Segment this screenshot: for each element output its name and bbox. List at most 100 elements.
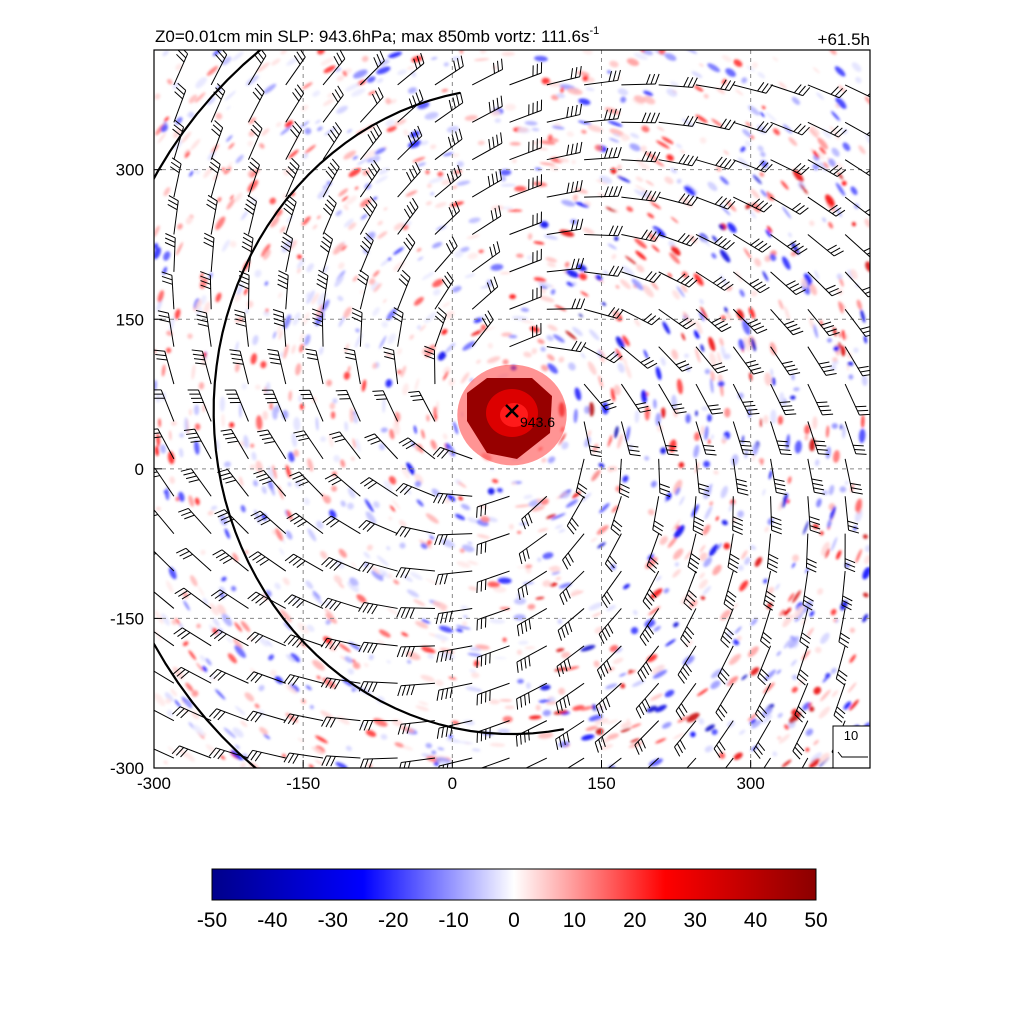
vorticity-cell	[206, 96, 216, 105]
vorticity-cell	[303, 497, 310, 506]
wind-barb	[476, 682, 510, 706]
vorticity-cell	[161, 613, 170, 626]
vorticity-cell	[833, 345, 840, 352]
wind-barb	[283, 752, 324, 764]
vorticity-cell	[847, 682, 857, 693]
vorticity-cell	[194, 92, 206, 103]
vorticity-cell	[376, 66, 391, 75]
vorticity-cell	[679, 496, 685, 506]
vorticity-cell	[331, 485, 338, 492]
vorticity-cell	[580, 644, 596, 652]
vorticity-cell	[763, 578, 768, 584]
vorticity-cell	[782, 610, 789, 616]
vorticity-cell	[814, 646, 822, 654]
forecast-hour-label: +61.5h	[818, 30, 870, 49]
vorticity-cell	[285, 530, 293, 540]
vorticity-cell	[764, 669, 776, 681]
vorticity-cell	[558, 157, 570, 163]
vorticity-cell	[436, 401, 439, 415]
vorticity-cell	[782, 256, 791, 270]
vorticity-cell	[269, 216, 280, 228]
vorticity-cell	[664, 53, 677, 61]
vorticity-cell	[721, 519, 728, 526]
vorticity-cell	[286, 654, 295, 663]
vorticity-cell	[349, 577, 359, 587]
vorticity-cell	[394, 119, 407, 126]
vorticity-cell	[558, 432, 566, 446]
vorticity-cell	[386, 607, 399, 616]
vorticity-cell	[451, 185, 458, 189]
vorticity-cell	[620, 96, 627, 103]
wind-barb	[695, 308, 732, 333]
vorticity-cell	[668, 240, 676, 248]
wind-barb	[583, 421, 602, 458]
vorticity-cell	[426, 183, 432, 189]
vorticity-cell	[462, 621, 468, 626]
vorticity-cell	[293, 449, 299, 457]
vorticity-cell	[557, 619, 563, 625]
vorticity-cell	[626, 58, 639, 66]
vorticity-cell	[518, 640, 529, 645]
vorticity-cell	[708, 438, 711, 445]
vorticity-cell	[361, 379, 367, 392]
wind-barb	[247, 157, 260, 198]
vorticity-cell	[551, 125, 565, 130]
vorticity-cell	[816, 92, 824, 100]
wind-barb	[807, 159, 847, 177]
vorticity-cell	[194, 404, 200, 416]
vorticity-cell	[652, 669, 668, 679]
vorticity-cell	[589, 329, 600, 341]
wind-barb	[546, 257, 585, 273]
vorticity-cell	[188, 408, 192, 416]
vorticity-cell	[220, 755, 226, 760]
wind-barb	[639, 608, 660, 646]
wind-barb	[434, 55, 464, 86]
wind-barb	[395, 482, 436, 497]
vorticity-cell	[304, 127, 312, 135]
wind-barb	[841, 571, 853, 611]
vorticity-cell	[184, 151, 190, 158]
vorticity-cell	[664, 176, 674, 185]
vorticity-cell	[370, 565, 381, 575]
vorticity-cell	[693, 329, 700, 339]
vorticity-cell	[387, 257, 392, 261]
vorticity-cell	[634, 238, 647, 249]
wind-barb	[584, 225, 623, 237]
vorticity-cell	[670, 168, 678, 174]
vorticity-cell	[363, 662, 369, 668]
vorticity-cell	[711, 118, 723, 128]
vorticity-cell	[239, 402, 242, 418]
vorticity-cell	[490, 263, 504, 271]
vorticity-cell	[445, 738, 461, 743]
vorticity-cell	[822, 217, 827, 223]
vorticity-cell	[431, 241, 443, 249]
vorticity-cell	[633, 609, 638, 616]
wind-barb	[620, 383, 651, 413]
vorticity-cell	[741, 77, 748, 84]
vorticity-cell	[791, 96, 801, 105]
vorticity-cell	[850, 268, 858, 280]
vorticity-cell	[851, 221, 856, 227]
vorticity-cell	[154, 225, 160, 238]
vorticity-cell	[387, 333, 396, 345]
vorticity-cell	[166, 79, 173, 85]
vorticity-cell	[224, 90, 236, 101]
vorticity-cell	[606, 605, 616, 612]
vorticity-cell	[360, 213, 368, 220]
vorticity-cell	[673, 479, 683, 494]
vorticity-cell	[388, 51, 402, 59]
wind-barb	[253, 469, 287, 497]
vorticity-cell	[606, 719, 619, 724]
vorticity-cell	[628, 741, 644, 748]
wind-barb	[647, 757, 660, 768]
x-tick-label: 150	[587, 774, 615, 793]
vorticity-cell	[480, 515, 490, 523]
vorticity-cell	[345, 83, 360, 92]
vorticity-cell	[504, 103, 516, 111]
vorticity-cell	[416, 248, 422, 252]
wind-barb	[607, 757, 622, 768]
vorticity-cell	[267, 479, 274, 491]
wind-barb	[692, 496, 705, 536]
vorticity-cell	[441, 329, 448, 335]
